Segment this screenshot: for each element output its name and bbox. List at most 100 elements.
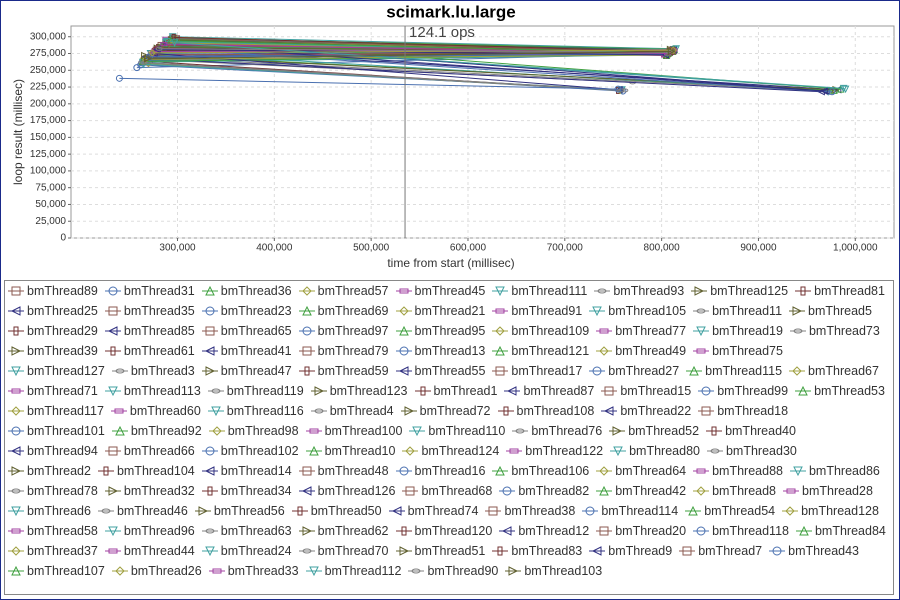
- legend-label: bmThread59: [317, 364, 389, 378]
- x-tick-label: 400,000: [256, 243, 293, 254]
- legend-icon: [594, 288, 611, 294]
- legend-icon: [208, 426, 225, 436]
- marker: [302, 326, 312, 336]
- legend-item: bmThread111: [492, 281, 587, 301]
- marker: [792, 306, 803, 316]
- legend-item: bmThread58: [8, 521, 98, 541]
- legend-label: bmThread54: [704, 504, 776, 518]
- legend-label: bmThread9: [608, 544, 673, 558]
- legend-icon: [400, 406, 417, 416]
- legend-label: bmThread119: [226, 384, 304, 398]
- legend-item: bmThread53: [795, 381, 885, 401]
- legend-item: bmThread117: [8, 401, 104, 421]
- legend-label: bmThread62: [317, 524, 389, 538]
- legend-item: bmThread113: [104, 381, 201, 401]
- legend-item: bmThread102: [201, 441, 299, 461]
- marker: [792, 366, 802, 376]
- legend-item: bmThread63: [201, 521, 292, 541]
- legend-item: bmThread10: [305, 441, 395, 461]
- legend-item: bmThread120: [395, 521, 492, 541]
- legend-label: bmThread111: [511, 284, 588, 298]
- legend-item: bmThread116: [207, 401, 304, 421]
- legend-label: bmThread18: [717, 404, 789, 418]
- marker: [170, 39, 179, 47]
- x-axis-label: time from start (millisec): [387, 256, 514, 270]
- legend-label: bmThread41: [220, 344, 292, 358]
- marker: [495, 308, 505, 314]
- marker: [301, 286, 312, 296]
- legend-label: bmThread108: [516, 404, 595, 418]
- legend-icon: [492, 546, 509, 556]
- legend-item: bmThread62: [298, 521, 389, 541]
- legend-label: bmThread99: [717, 384, 789, 398]
- marker: [308, 566, 319, 577]
- marker: [800, 286, 806, 296]
- marker: [701, 386, 711, 396]
- legend-item: bmThread73: [789, 321, 880, 341]
- legend-icon: [8, 546, 24, 556]
- marker: [114, 408, 124, 414]
- legend-label: bmThread17: [511, 364, 583, 378]
- marker: [398, 306, 409, 316]
- legend-label: bmThread73: [808, 324, 880, 338]
- marker: [502, 526, 512, 536]
- legend-item: bmThread13: [395, 341, 485, 361]
- y-tick-label: 100,000: [30, 166, 67, 177]
- legend-icon: [298, 326, 315, 336]
- marker: [599, 485, 610, 496]
- legend-icon: [596, 485, 613, 496]
- legend-item: bmThread41: [201, 341, 292, 361]
- legend-item: bmThread128: [782, 501, 879, 521]
- legend-item: bmThread105: [589, 301, 686, 321]
- legend-label: bmThread33: [227, 564, 299, 578]
- legend-icon: [582, 506, 599, 516]
- marker: [585, 506, 595, 516]
- marker: [205, 528, 215, 534]
- x-tick-label: 900,000: [740, 243, 777, 254]
- legend-icon: [795, 385, 812, 396]
- legend-icon: [596, 526, 613, 536]
- legend-icon: [201, 446, 218, 456]
- legend-item: bmThread16: [395, 461, 485, 481]
- marker: [108, 446, 118, 456]
- legend-item: bmThread88: [693, 461, 783, 481]
- legend-label: bmThread93: [613, 284, 685, 298]
- y-tick-label: 175,000: [30, 115, 67, 126]
- legend-icon: [201, 326, 218, 336]
- legend-label: bmThread81: [814, 284, 885, 298]
- legend-item: bmThread86: [789, 461, 880, 481]
- marker: [592, 546, 602, 556]
- legend-item: bmThread112: [305, 561, 401, 581]
- marker: [497, 546, 503, 556]
- y-tick-label: 25,000: [35, 216, 66, 227]
- legend-icon: [395, 346, 412, 356]
- legend-item: bmThread26: [111, 561, 202, 581]
- legend-icon: [395, 288, 412, 294]
- legend-label: bmThread2: [27, 464, 91, 478]
- marker: [301, 305, 312, 316]
- legend-item: bmThread82: [499, 481, 589, 501]
- legend-label: bmThread20: [615, 524, 687, 538]
- legend-icon: [110, 408, 127, 414]
- legend-icon: [8, 565, 24, 576]
- legend-icon: [596, 466, 613, 476]
- legend-label: bmThread101: [27, 424, 105, 438]
- marker: [604, 406, 614, 416]
- marker: [302, 466, 312, 476]
- legend-label: bmThread127: [27, 364, 105, 378]
- legend-icon: [789, 366, 806, 376]
- legend-label: bmThread74: [407, 504, 479, 518]
- marker: [508, 566, 519, 576]
- legend-label: bmThread23: [220, 304, 292, 318]
- legend-item: bmThread123: [310, 381, 408, 401]
- legend-label: bmThread24: [220, 544, 292, 558]
- legend-icon: [691, 286, 708, 296]
- marker: [10, 306, 21, 316]
- legend-icon: [693, 348, 710, 354]
- legend-item: bmThread14: [201, 461, 292, 481]
- legend-label: bmThread68: [421, 484, 493, 498]
- legend-item: bmThread74: [388, 501, 479, 521]
- marker: [786, 488, 796, 494]
- legend-label: bmThread29: [27, 324, 98, 338]
- marker: [399, 466, 409, 476]
